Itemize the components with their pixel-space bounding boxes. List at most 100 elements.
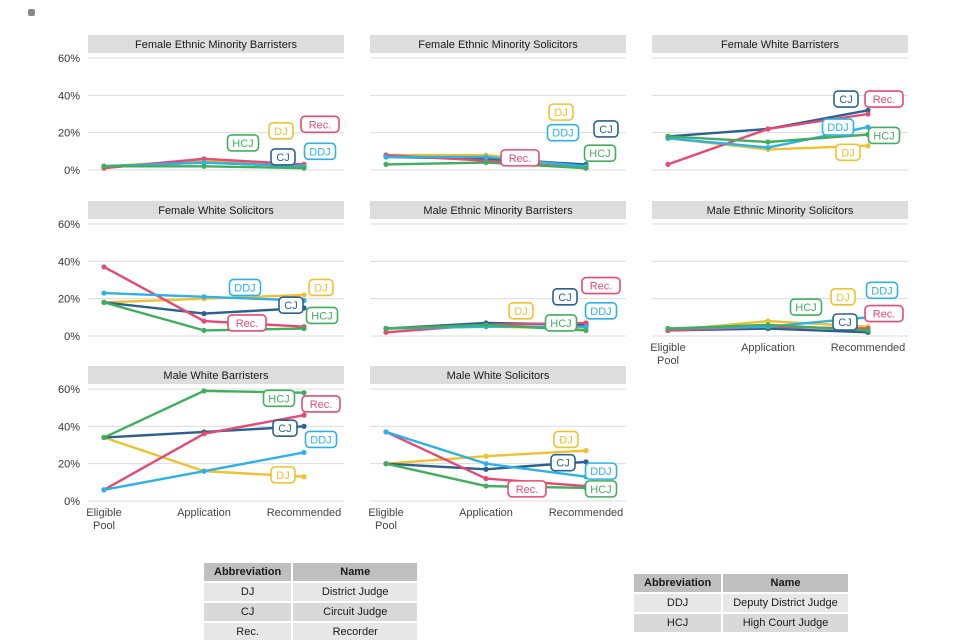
series-callout-label: DJ [841, 147, 854, 159]
series-callout-box [581, 276, 621, 295]
x-axis-tick-label: Recommended [831, 342, 906, 354]
series-callout-box [833, 90, 859, 108]
series-callout-label: DDJ [552, 128, 573, 140]
series-callout-box [305, 306, 339, 325]
series-callout-box [584, 301, 618, 320]
series-callout-box [544, 314, 578, 332]
series-callout-label: DJ [554, 107, 567, 119]
series-callout-box [583, 144, 617, 162]
series-callout-box [546, 123, 580, 142]
series-callout-box [301, 395, 341, 413]
series-callout-box [864, 90, 904, 108]
series-callout-label: DDJ [234, 282, 255, 294]
x-axis-tick-label: Pool [657, 355, 679, 367]
series-callout-box [270, 466, 296, 484]
data-point [765, 318, 771, 324]
series-callout-box [262, 389, 296, 408]
series-callout-label: CJ [276, 152, 289, 164]
table-row: DJ District Judge [201, 581, 420, 603]
table-cell: DJ [201, 581, 294, 603]
data-point [301, 423, 307, 429]
panel: Male Ethnic Minority Solicitors EligibleP… [650, 201, 908, 367]
series-callout-box [303, 142, 337, 161]
panel-title-strip [652, 201, 908, 219]
data-point [383, 154, 389, 160]
series-callout-label: HCJ [268, 393, 289, 405]
series-callout-label: Rec. [310, 399, 333, 411]
series-callout-label: CJ [838, 317, 851, 329]
x-axis-tick-label: Eligible [650, 342, 685, 354]
series-callout-label: Rec. [873, 309, 896, 321]
data-point [765, 126, 771, 132]
series-callout-label: CJ [556, 458, 569, 470]
x-axis-tick-label: Application [177, 507, 231, 519]
y-axis-tick-label: 60% [58, 219, 80, 231]
series-callout-box [500, 149, 540, 167]
y-axis-tick-label: 20% [58, 459, 80, 471]
x-axis-tick-label: Recommended [267, 507, 342, 519]
series-callout-box [507, 480, 547, 498]
data-point [201, 318, 207, 324]
series-callout-label: CJ [278, 423, 291, 435]
series-callout-box [553, 430, 579, 449]
y-axis-tick-label: 0% [64, 496, 80, 508]
y-axis-tick-label: 0% [64, 331, 80, 343]
x-axis-tick-label: Application [741, 342, 795, 354]
data-point [201, 431, 207, 437]
legend-table: Abbreviation Name DJ District Judge CJ Circui… [201, 561, 420, 640]
table-header-cell: Abbreviation [201, 561, 294, 583]
table-row: Rec. Recorder [201, 621, 420, 640]
table-cell: District Judge [291, 581, 420, 603]
series-callout-box [789, 298, 823, 316]
data-point [865, 111, 871, 117]
series-callout-box [550, 453, 576, 472]
series-callout-label: CJ [599, 124, 612, 136]
table-row: HCJ High Court Judge [631, 612, 850, 634]
panel-title: Male White Solicitors [447, 370, 550, 382]
data-point [665, 325, 671, 332]
data-point [765, 139, 771, 145]
y-axis-tick-label: 40% [58, 421, 80, 433]
data-point [583, 165, 589, 171]
series-callout-box [278, 296, 304, 315]
y-axis-tick-label: 20% [58, 128, 80, 140]
series-callout-box [835, 143, 861, 162]
panel-title-strip [370, 201, 626, 219]
data-point [765, 145, 771, 151]
series-callout-box [584, 462, 618, 480]
series-callout-label: Rec. [236, 318, 259, 330]
x-axis-tick-label: Pool [93, 520, 115, 532]
series-callout-box [270, 148, 296, 166]
data-point [583, 448, 589, 454]
table-row: CJ Circuit Judge [201, 601, 420, 623]
abbreviation-table-judges-2: Abbreviation Name DDJ Deputy District Judge… [631, 572, 850, 634]
panel-title-strip [88, 35, 344, 53]
data-point [865, 143, 871, 149]
data-point [201, 468, 207, 474]
data-point [665, 161, 671, 167]
x-axis-tick-label: Eligible [86, 507, 121, 519]
series-callout-label: Rec. [309, 119, 332, 131]
data-point [201, 311, 207, 317]
panel-title: Male Ethnic Minority Barristers [423, 205, 573, 217]
table-cell: HCJ [631, 612, 724, 634]
x-axis-tick-label: Recommended [549, 507, 624, 519]
series-callout-label: Rec. [509, 153, 532, 165]
table-header-cell: Abbreviation [631, 572, 724, 594]
panel-title: Male White Barristers [163, 370, 269, 382]
table-cell: Circuit Judge [291, 601, 420, 623]
series-callout-box [864, 304, 904, 323]
series-callout-label: DDJ [827, 122, 848, 134]
data-point [665, 133, 671, 139]
data-point [301, 325, 307, 332]
series-callout-box [865, 281, 899, 300]
panel: Female White Barristers DJ CJ Rec. DDJ HCJ [652, 35, 908, 171]
data-point [101, 163, 107, 169]
series-callout-box [272, 419, 298, 438]
data-point [583, 324, 589, 330]
x-axis-tick-label: Eligible [368, 507, 403, 519]
table-cell: Rec. [201, 621, 294, 640]
series-callout-box [830, 287, 856, 306]
